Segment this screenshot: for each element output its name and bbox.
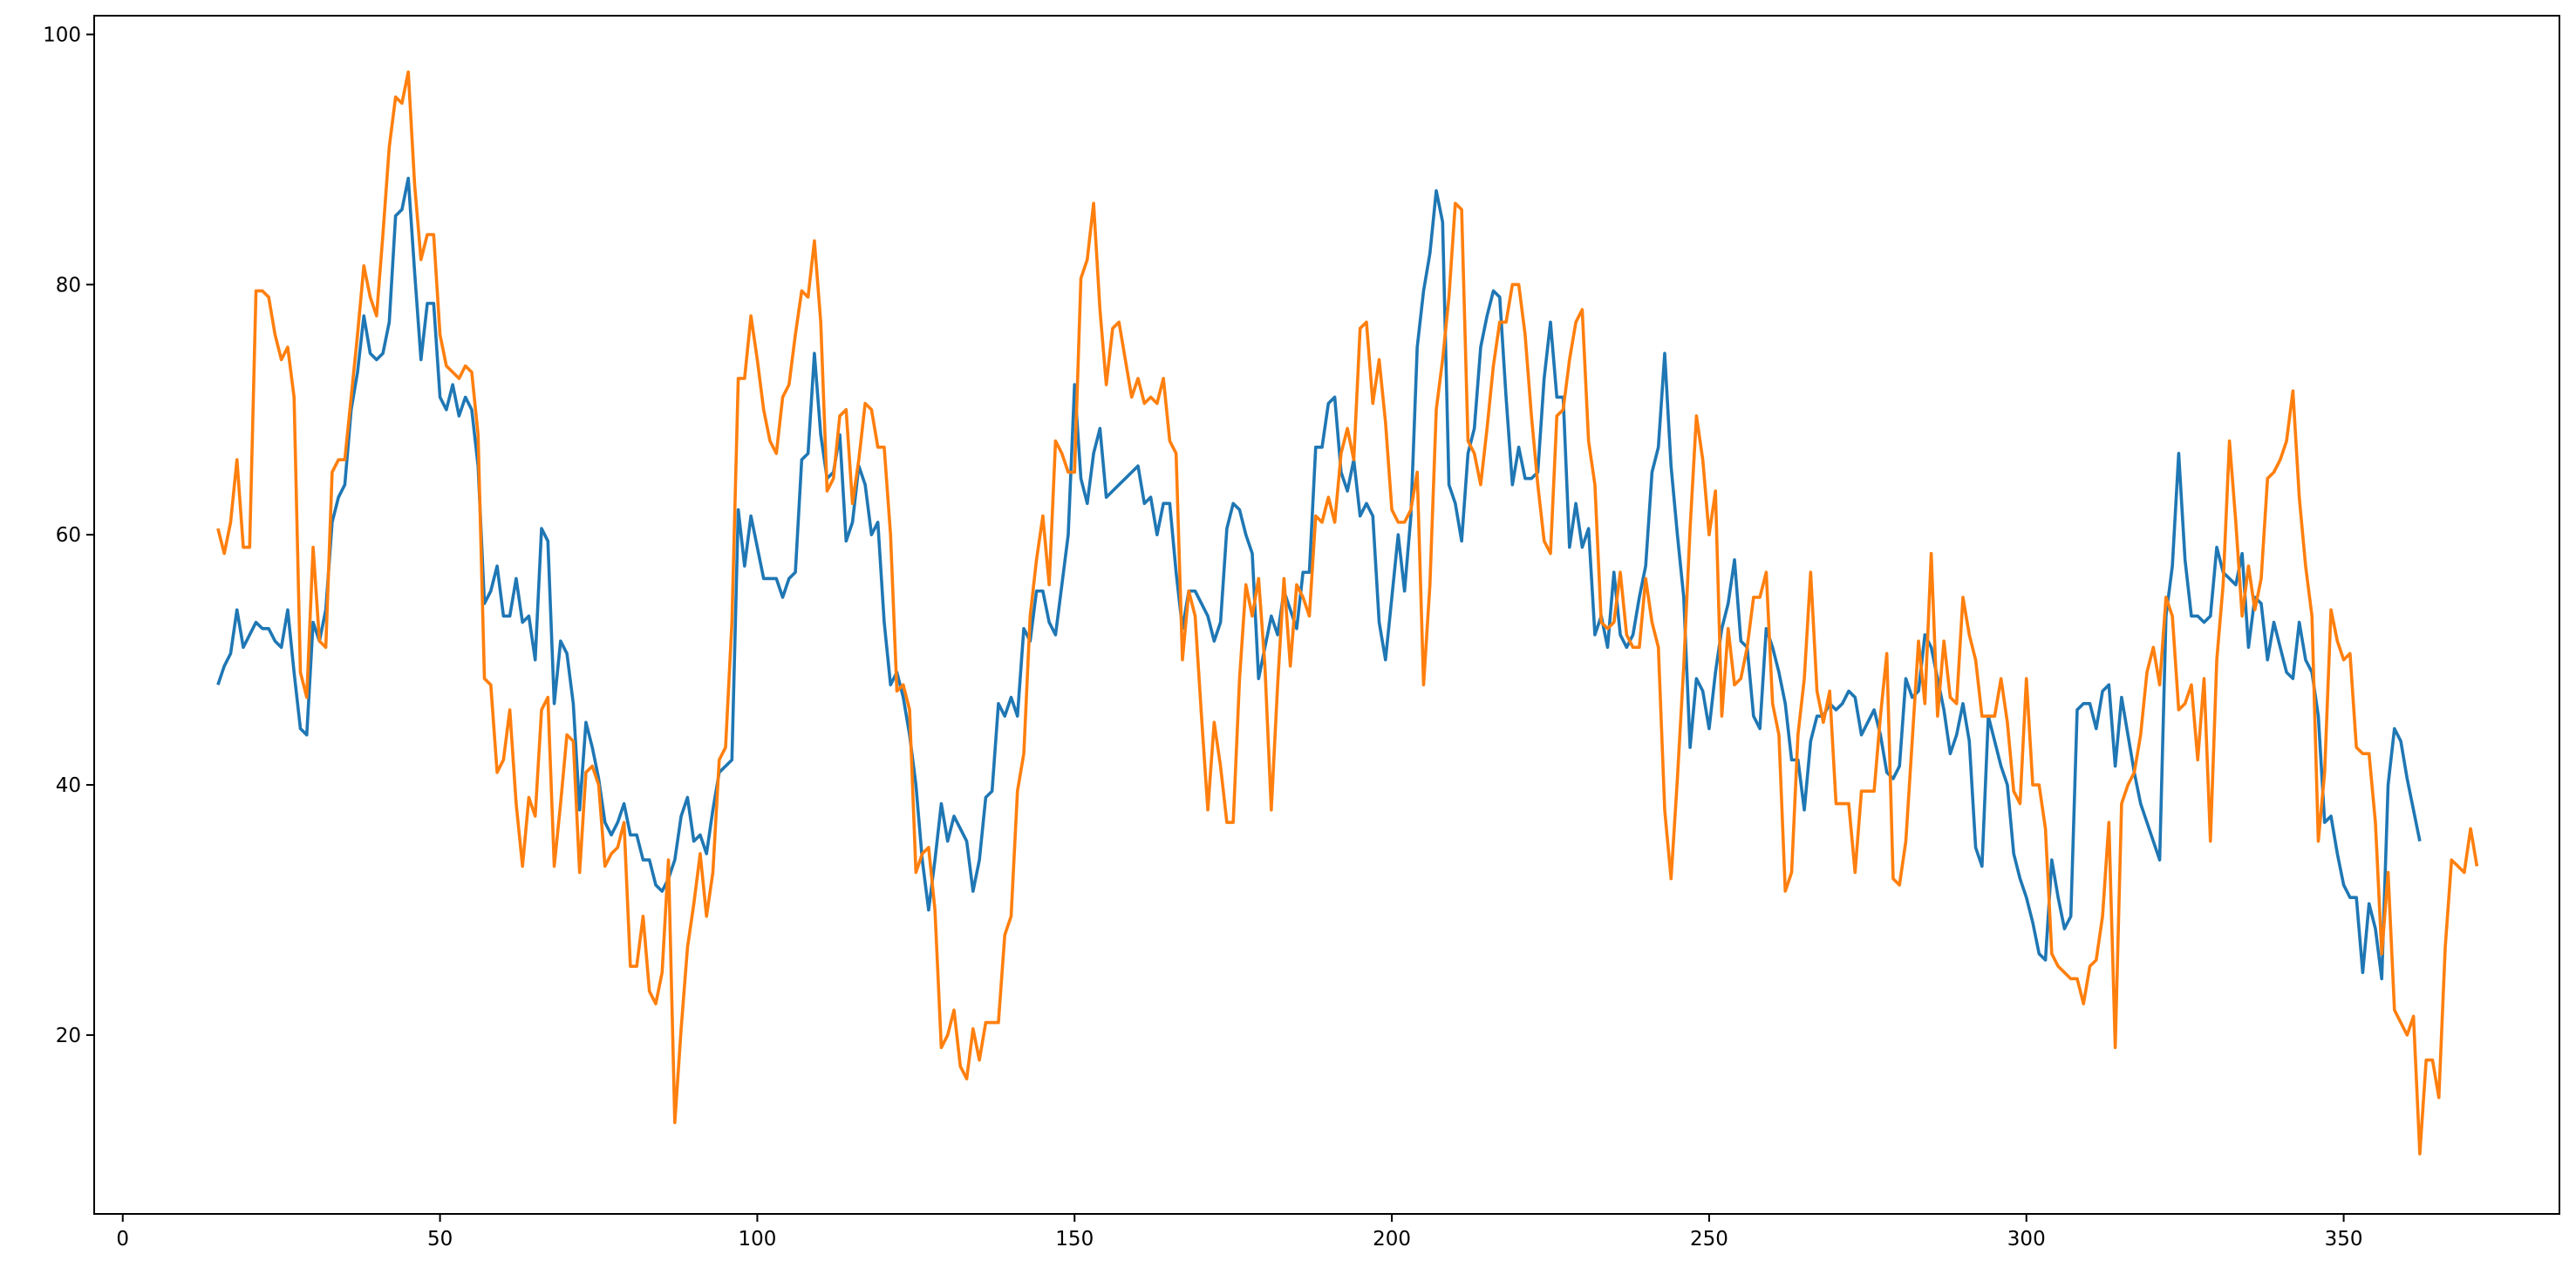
x-tick-label: 100 xyxy=(738,1228,776,1251)
x-tick-label: 150 xyxy=(1055,1228,1094,1251)
x-tick-label: 0 xyxy=(116,1228,129,1251)
series-layer xyxy=(216,70,2479,1155)
x-tick-label: 350 xyxy=(2325,1228,2363,1251)
x-tick-label: 250 xyxy=(1690,1228,1728,1251)
y-tick-label: 20 xyxy=(56,1025,81,1047)
y-tick-label: 60 xyxy=(56,524,81,547)
y-tick-label: 100 xyxy=(43,24,81,47)
x-tick-label: 200 xyxy=(1373,1228,1411,1251)
x-tick-label: 50 xyxy=(427,1228,453,1251)
x-tick-label: 300 xyxy=(2007,1228,2046,1251)
y-tick-label: 80 xyxy=(56,274,81,297)
series-1-line xyxy=(216,176,2422,981)
y-axis-ticks: 20 40 60 80 100 xyxy=(43,24,94,1047)
y-tick-label: 40 xyxy=(56,774,81,797)
series-2-line xyxy=(216,70,2479,1155)
x-axis-ticks: 0 50 100 150 200 250 300 350 xyxy=(116,1214,2363,1251)
plot-area xyxy=(94,16,2559,1214)
plot-frame xyxy=(93,15,2560,1215)
